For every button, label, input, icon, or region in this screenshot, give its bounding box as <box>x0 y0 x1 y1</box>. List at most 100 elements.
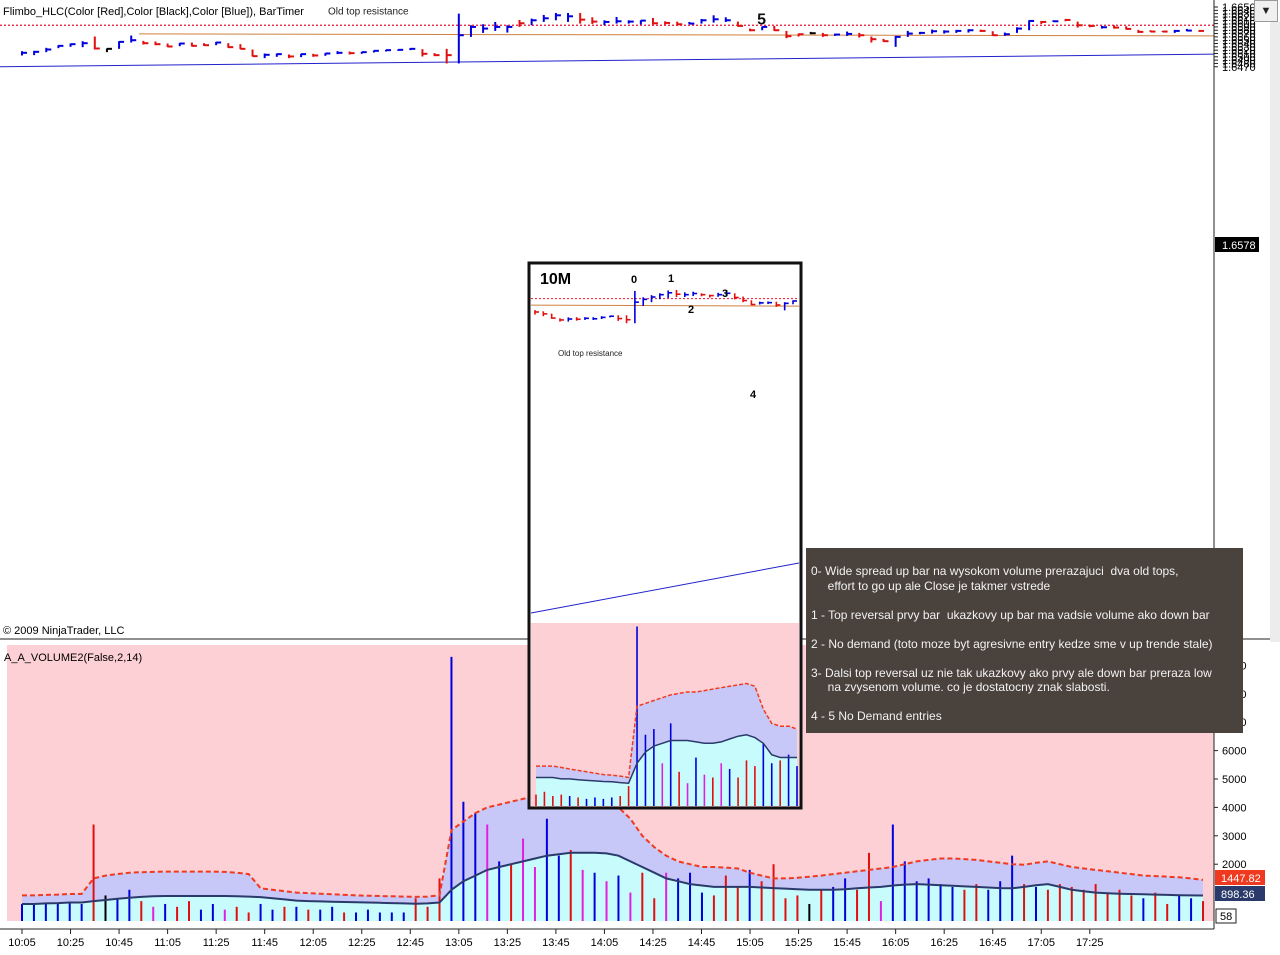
time-tick-label: 13:05 <box>445 937 473 949</box>
time-tick-label: 16:25 <box>930 937 958 949</box>
note-3: 3- Dalsi top reversal uz nie tak ukazkov… <box>811 665 1212 695</box>
time-tick-label: 15:25 <box>785 937 813 949</box>
chevron-down-icon: ▼ <box>1260 5 1272 17</box>
price-tick-label: 1.6520 <box>1222 45 1256 57</box>
volume-lower-band-fill <box>22 852 1203 921</box>
average-value: 898.36 <box>1221 889 1255 901</box>
resistance-label: Old top resistance <box>328 6 409 17</box>
volume-bands <box>22 794 1203 921</box>
time-tick-label: 11:45 <box>251 937 278 949</box>
upper-band-flag: 1447.82 <box>1215 870 1265 885</box>
price-tick-label: 1.6600 <box>1222 19 1256 31</box>
inset-label-4: 4 <box>750 389 757 401</box>
price-tick-label: 1.6530 <box>1222 42 1256 54</box>
inset-volume-bars <box>535 626 798 806</box>
price-bars <box>21 12 1204 64</box>
support-line <box>138 33 1215 37</box>
price-tick-label: 1.6510 <box>1222 48 1256 60</box>
copyright-text: © 2009 NinjaTrader, LLC <box>3 625 124 637</box>
time-tick-label: 10:05 <box>8 937 36 949</box>
bar-timer-value: 58 <box>1220 911 1232 923</box>
annotation-notes-panel: 0- Wide spread up bar na wysokom volume … <box>806 548 1243 733</box>
vertical-scrollbar[interactable] <box>1270 22 1280 642</box>
time-tick-label: 12:05 <box>299 937 327 949</box>
inset-title: 10M <box>540 271 571 288</box>
volume-upper-band-line <box>22 793 1204 898</box>
average-flag: 898.36 <box>1215 886 1265 901</box>
trend-line <box>0 53 1215 68</box>
time-tick-label: 11:25 <box>203 937 230 949</box>
inset-label-2: 2 <box>688 304 694 316</box>
upper-band-value: 1447.82 <box>1221 873 1261 885</box>
inset-label-0: 0 <box>631 274 637 286</box>
price-tick-label: 1.6580 <box>1222 25 1256 37</box>
time-tick-label: 14:25 <box>639 937 667 949</box>
volume-indicator-title: A_A_VOLUME2(False,2,14) <box>4 652 142 664</box>
note-4: 4 - 5 No Demand entries <box>811 709 942 723</box>
time-tick-label: 10:25 <box>57 937 85 949</box>
price-tick-label: 1.6610 <box>1222 15 1256 27</box>
indicator-title: Flimbo_HLC(Color [Red],Color [Black],Col… <box>3 6 304 18</box>
volume-tick-label: 3000 <box>1222 831 1246 843</box>
price-tick-label: 1.6470 <box>1222 62 1256 74</box>
inset-reference-lines <box>530 298 800 614</box>
inset-volume-bands <box>536 683 797 806</box>
price-tick-label: 1.6640 <box>1222 5 1256 17</box>
inset-label-3: 3 <box>722 288 728 300</box>
time-tick-label: 17:05 <box>1027 937 1055 949</box>
price-tick-label: 1.6490 <box>1222 55 1256 67</box>
note-2: 2 - No demand (toto moze byt agresivne e… <box>811 636 1213 651</box>
time-tick-label: 15:05 <box>736 937 764 949</box>
note-0: 0- Wide spread up bar na wysokom volume … <box>811 564 1179 593</box>
inset-price-bars <box>534 290 797 324</box>
time-tick-label: 10:45 <box>105 937 133 949</box>
volume-tick-label: 2000 <box>1222 859 1246 871</box>
inset-resistance-label: Old top resistance <box>558 349 623 358</box>
time-tick-label: 17:25 <box>1076 937 1104 949</box>
inset-border <box>527 261 803 810</box>
time-tick-label: 15:45 <box>833 937 861 949</box>
inset-volume-upper-band-line <box>536 682 798 779</box>
time-tick-label: 14:05 <box>591 937 619 949</box>
last-price-value: 1.6578 <box>1222 240 1256 252</box>
inset-volume-lower-band-fill <box>536 734 797 806</box>
price-tick-label: 1.6590 <box>1222 22 1256 34</box>
price-reference-lines <box>0 24 1215 68</box>
time-tick-label: 12:45 <box>397 937 425 949</box>
volume-tick-label: 4000 <box>1222 802 1246 814</box>
volume-tick-label: 6000 <box>1222 746 1246 758</box>
last-price-flag: 1.6578 <box>1215 237 1259 252</box>
time-tick-label: 16:45 <box>979 937 1007 949</box>
price-tick-label: 1.6480 <box>1222 58 1256 70</box>
time-axis: 10:05 10:25 10:45 11:05 11:25 11:45 12:05 12:25… <box>8 929 1104 949</box>
time-tick-label: 14:45 <box>688 937 716 949</box>
price-tick-label: 1.6650 <box>1222 2 1256 14</box>
dropdown-button[interactable]: ▼ <box>1254 0 1278 22</box>
volume-tick-label: 5000 <box>1222 774 1246 786</box>
volume-lines <box>22 793 1204 905</box>
note-1: 1 - Top reversal prvy bar ukazkovy up ba… <box>811 607 1210 622</box>
price-tick-label: 1.6630 <box>1222 9 1256 21</box>
time-tick-label: 16:05 <box>882 937 910 949</box>
time-tick-label: 13:25 <box>494 937 522 949</box>
time-tick-label: 11:05 <box>154 937 181 949</box>
bar-timer-flag: 58 <box>1215 908 1237 924</box>
price-tick-label: 1.6560 <box>1222 32 1256 44</box>
price-axis: 1.64701.64801.64901.65001.65101.65201.65… <box>1214 2 1256 74</box>
price-tick-label: 1.6500 <box>1222 52 1256 64</box>
inset-10m-chart: 10M Old top resistance 0 1 2 3 4 <box>527 261 803 810</box>
inset-trend-line <box>530 562 800 614</box>
inset-support-line <box>530 304 800 307</box>
time-tick-label: 12:25 <box>348 937 376 949</box>
price-tick-label: 1.6540 <box>1222 39 1256 51</box>
inset-label-1: 1 <box>668 273 674 285</box>
price-tick-label: 1.6570 <box>1222 29 1256 41</box>
annotation-5: 5 <box>757 12 766 29</box>
inset-volume-lines <box>536 682 798 784</box>
time-tick-label: 13:45 <box>542 937 570 949</box>
price-tick-label: 1.6550 <box>1222 35 1256 47</box>
inset-volume-average-line <box>536 734 797 784</box>
volume-average-line <box>22 851 1204 905</box>
price-tick-label: 1.6620 <box>1222 12 1256 24</box>
